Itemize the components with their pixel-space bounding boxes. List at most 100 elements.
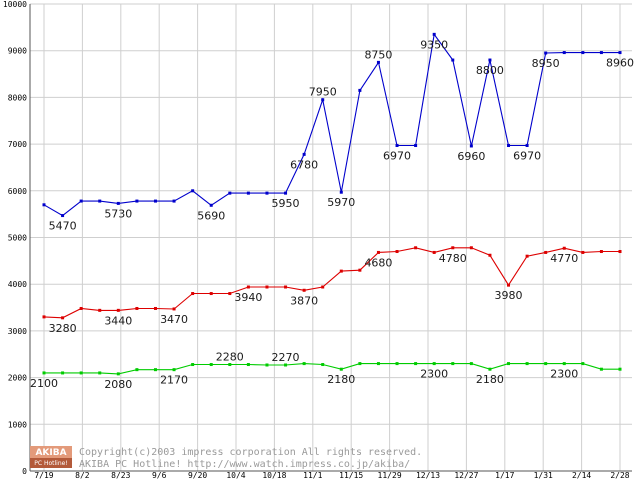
series-1-point-3 [98, 308, 102, 312]
x-tick-label-11: 12/27 [454, 471, 478, 480]
series-0-point-14 [302, 152, 306, 156]
series-1-point-19 [395, 250, 399, 254]
series-2-point-22 [451, 362, 455, 366]
series-2-point-17 [358, 362, 362, 366]
series-0-data-label-9: 9350 [420, 38, 448, 51]
x-tick-label-15: 2/28 [610, 471, 629, 480]
series-1-point-26 [525, 254, 529, 258]
series-0-point-17 [358, 88, 362, 92]
series-1-point-14 [302, 288, 306, 292]
series-1-point-7 [172, 307, 176, 311]
series-1-point-22 [451, 246, 455, 250]
series-0-point-30 [599, 51, 603, 55]
y-tick-label-3: 3000 [8, 327, 27, 336]
series-0-point-2 [79, 199, 83, 203]
series-2-point-25 [507, 362, 511, 366]
logo-top-block [30, 446, 72, 458]
grid [29, 3, 632, 472]
series-2-point-7 [172, 368, 176, 372]
series-0-data-label-0: 5470 [49, 220, 77, 233]
y-tick-label-7: 7000 [8, 140, 27, 149]
series-0-point-15 [321, 98, 325, 102]
series-1-point-28 [562, 246, 566, 250]
x-tick-label-10: 12/13 [416, 471, 440, 480]
series-1-data-label-1: 3440 [104, 314, 132, 327]
series-2-point-19 [395, 362, 399, 366]
akiba-logo: AKIBA PC Hotline! [30, 446, 72, 468]
x-tick-label-12: 1/17 [495, 471, 514, 480]
y-tick-label-10: 10000 [3, 0, 27, 9]
x-tick-label-14: 2/14 [572, 471, 591, 480]
series-0-point-31 [618, 51, 622, 55]
series-2-point-29 [581, 362, 585, 366]
series-2-data-label-1: 2080 [104, 378, 132, 391]
series-0-point-7 [172, 199, 176, 203]
series-0-data-label-8: 6970 [383, 150, 411, 163]
series-0-data-label-7: 8750 [364, 48, 392, 61]
series-0-data-label-1: 5730 [104, 207, 132, 220]
series-2-data-label-8: 2300 [550, 368, 578, 381]
series-2-point-21 [432, 362, 436, 366]
x-tick-label-2: 8/23 [111, 471, 130, 480]
series-0-point-26 [525, 144, 529, 148]
series-1-data-label-4: 3870 [290, 294, 318, 307]
series-0-point-3 [98, 199, 102, 203]
series-2-point-12 [265, 363, 269, 367]
series-0-data-label-13: 8950 [532, 57, 560, 70]
series-2-point-16 [339, 367, 343, 371]
series-2-point-6 [153, 368, 157, 372]
series-2-data-label-2: 2170 [160, 374, 188, 387]
series-0-line [43, 33, 620, 217]
logo-bottom-text: PC Hotline! [34, 460, 67, 467]
copyright-line-1: Copyright(c)2003 impress corporation All… [79, 447, 422, 458]
series-2-point-26 [525, 362, 529, 366]
series-1-data-label-5: 4680 [364, 256, 392, 269]
series-1-point-27 [544, 250, 548, 254]
series-2-line [44, 363, 620, 375]
series-2-point-9 [209, 363, 213, 367]
series-0-data-label-10: 6960 [457, 150, 485, 163]
series-2-point-18 [376, 362, 380, 366]
series-0-data-label-11: 8800 [476, 64, 504, 77]
series-0-point-27 [544, 51, 548, 55]
series-1-point-1 [61, 316, 65, 320]
x-tick-label-8: 11/15 [339, 471, 363, 480]
y-tick-label-8: 8000 [8, 93, 27, 102]
series-2-point-13 [284, 363, 288, 367]
series-1-point-30 [599, 250, 603, 254]
y-tick-label-0: 0 [22, 467, 27, 476]
series-1-point-5 [135, 306, 139, 310]
y-tick-label-9: 9000 [8, 47, 27, 56]
series-0-point-29 [581, 51, 585, 55]
series-0-data-label-3: 5950 [272, 197, 300, 210]
logo-top-text: AKIBA [35, 448, 66, 458]
series-0-data-label-14: 8960 [606, 57, 634, 70]
series-0-point-13 [284, 191, 288, 195]
series-1-point-9 [209, 292, 213, 296]
x-tick-label-5: 10/4 [226, 471, 245, 480]
series-2-point-1 [61, 371, 65, 375]
logo-bottom-block [30, 458, 72, 468]
series-0-point-21 [432, 32, 436, 36]
series-0-point-25 [507, 144, 511, 148]
series-1-point-6 [153, 306, 157, 310]
series-group: 5470 5730 5690 5950 6780 7950 5970 8750 6970 9350… [30, 32, 634, 391]
series-1-point-25 [507, 283, 511, 287]
series-1-data-label-6: 4780 [439, 252, 467, 265]
series-1-point-15 [321, 285, 325, 289]
series-0-point-16 [339, 190, 343, 194]
x-tick-label-6: 10/18 [262, 471, 286, 480]
watermark: AKIBA PC Hotline! Copyright(c)2003 impre… [30, 446, 422, 470]
series-0-point-9 [209, 203, 213, 207]
series-2-point-28 [562, 362, 566, 366]
series-2-point-5 [135, 368, 139, 372]
series-0-point-1 [61, 214, 65, 218]
x-tick-label-7: 11/1 [303, 471, 322, 480]
series-1-data-label-7: 3980 [495, 289, 523, 302]
series-1-point-31 [618, 250, 622, 254]
series-0-point-8 [191, 189, 195, 193]
series-2-point-20 [414, 362, 418, 366]
series-2-data-label-4: 2270 [272, 351, 300, 364]
